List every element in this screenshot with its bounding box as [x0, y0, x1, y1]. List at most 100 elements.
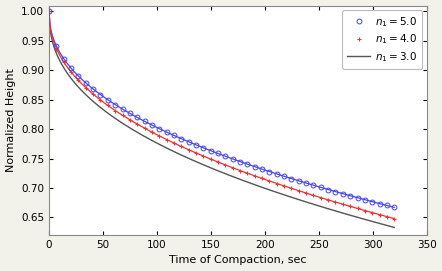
$n_1 = 4.0$ [370, 211, 375, 214]
$n_1 = 4.0$ [318, 196, 324, 199]
$n_1 = 5.0$ [105, 98, 110, 101]
$n_1 = 4.0$ [259, 177, 265, 180]
$n_1 = 4.0$ [208, 157, 213, 161]
$n_1 = 4.0$ [340, 203, 346, 206]
$n_1 = 4.0$ [179, 145, 184, 148]
Line: $n_1 = 4.0$: $n_1 = 4.0$ [47, 9, 396, 221]
$n_1 = 5.0$ [164, 130, 169, 134]
$n_1 = 5.0$ [113, 103, 118, 106]
$n_1 = 5.0$ [311, 184, 316, 187]
$n_1 = 5.0$ [193, 143, 198, 146]
$n_1 = 5.0$ [289, 177, 294, 180]
$n_1 = 5.0$ [134, 116, 140, 119]
$n_1 = 4.0$ [362, 209, 367, 212]
$n_1 = 4.0$ [377, 213, 382, 216]
$n_1 = 5.0$ [370, 200, 375, 203]
$n_1 = 5.0$ [98, 93, 103, 96]
$n_1 = 5.0$ [61, 57, 66, 60]
$n_1 = 3.0$ [213, 168, 218, 171]
$n_1 = 4.0$ [142, 127, 147, 130]
$n_1 = 4.0$ [171, 141, 176, 145]
$n_1 = 5.0$ [392, 206, 397, 209]
$n_1 = 5.0$ [142, 120, 147, 123]
$n_1 = 4.0$ [237, 169, 243, 172]
$n_1 = 4.0$ [282, 184, 287, 188]
$n_1 = 4.0$ [252, 174, 257, 178]
$n_1 = 5.0$ [69, 67, 74, 70]
$n_1 = 5.0$ [296, 179, 301, 182]
$n_1 = 5.0$ [223, 155, 228, 158]
$n_1 = 3.0$ [329, 208, 335, 211]
Line: $n_1 = 3.0$: $n_1 = 3.0$ [49, 11, 394, 227]
$n_1 = 3.0$ [383, 224, 389, 227]
$n_1 = 4.0$ [83, 86, 88, 89]
$n_1 = 4.0$ [384, 215, 389, 218]
$n_1 = 5.0$ [237, 160, 243, 163]
$n_1 = 4.0$ [105, 104, 110, 107]
$n_1 = 4.0$ [91, 92, 96, 96]
$n_1 = 5.0$ [259, 167, 265, 171]
$n_1 = 4.0$ [245, 172, 250, 175]
$n_1 = 5.0$ [54, 44, 59, 48]
$n_1 = 5.0$ [46, 10, 52, 13]
$n_1 = 5.0$ [76, 75, 81, 78]
$n_1 = 4.0$ [186, 148, 191, 151]
$n_1 = 4.0$ [223, 163, 228, 167]
$n_1 = 5.0$ [318, 186, 324, 189]
X-axis label: Time of Compaction, sec: Time of Compaction, sec [169, 256, 307, 265]
$n_1 = 4.0$ [325, 198, 331, 202]
$n_1 = 4.0$ [201, 154, 206, 158]
$n_1 = 3.0$ [233, 176, 239, 179]
Line: $n_1 = 5.0$: $n_1 = 5.0$ [47, 9, 396, 210]
$n_1 = 4.0$ [134, 122, 140, 126]
Legend: $n_1 = 5.0$, $n_1 = 4.0$, $n_1 = 3.0$: $n_1 = 5.0$, $n_1 = 4.0$, $n_1 = 3.0$ [342, 10, 423, 69]
$n_1 = 4.0$ [311, 194, 316, 197]
$n_1 = 5.0$ [340, 192, 346, 195]
$n_1 = 5.0$ [333, 190, 338, 193]
$n_1 = 4.0$ [76, 79, 81, 82]
$n_1 = 5.0$ [384, 204, 389, 207]
$n_1 = 5.0$ [83, 81, 88, 85]
$n_1 = 5.0$ [127, 112, 133, 115]
$n_1 = 3.0$ [252, 183, 257, 186]
$n_1 = 4.0$ [164, 138, 169, 141]
$n_1 = 5.0$ [186, 140, 191, 143]
$n_1 = 3.0$ [392, 226, 397, 229]
$n_1 = 4.0$ [274, 182, 279, 185]
$n_1 = 4.0$ [267, 179, 272, 183]
$n_1 = 4.0$ [127, 118, 133, 121]
$n_1 = 5.0$ [230, 157, 235, 160]
$n_1 = 5.0$ [156, 127, 162, 130]
$n_1 = 5.0$ [245, 163, 250, 166]
$n_1 = 5.0$ [120, 108, 125, 111]
$n_1 = 5.0$ [208, 149, 213, 152]
$n_1 = 4.0$ [113, 109, 118, 112]
$n_1 = 4.0$ [304, 191, 309, 195]
$n_1 = 5.0$ [325, 188, 331, 191]
$n_1 = 5.0$ [149, 123, 155, 127]
$n_1 = 4.0$ [120, 114, 125, 117]
$n_1 = 5.0$ [91, 88, 96, 91]
$n_1 = 5.0$ [347, 194, 353, 197]
$n_1 = 5.0$ [362, 198, 367, 201]
$n_1 = 4.0$ [355, 207, 360, 210]
$n_1 = 4.0$ [54, 47, 59, 50]
$n_1 = 4.0$ [61, 60, 66, 64]
$n_1 = 4.0$ [215, 160, 221, 164]
$n_1 = 5.0$ [252, 165, 257, 168]
$n_1 = 4.0$ [69, 70, 74, 74]
Y-axis label: Normalized Height: Normalized Height [6, 68, 15, 172]
$n_1 = 3.0$ [46, 10, 52, 13]
$n_1 = 5.0$ [215, 152, 221, 155]
$n_1 = 4.0$ [46, 10, 52, 13]
$n_1 = 5.0$ [171, 134, 176, 137]
$n_1 = 5.0$ [282, 175, 287, 178]
$n_1 = 5.0$ [201, 146, 206, 149]
$n_1 = 5.0$ [304, 181, 309, 185]
$n_1 = 4.0$ [296, 189, 301, 192]
$n_1 = 4.0$ [333, 201, 338, 204]
$n_1 = 4.0$ [347, 205, 353, 208]
$n_1 = 5.0$ [274, 172, 279, 176]
$n_1 = 4.0$ [289, 187, 294, 190]
$n_1 = 4.0$ [193, 151, 198, 154]
